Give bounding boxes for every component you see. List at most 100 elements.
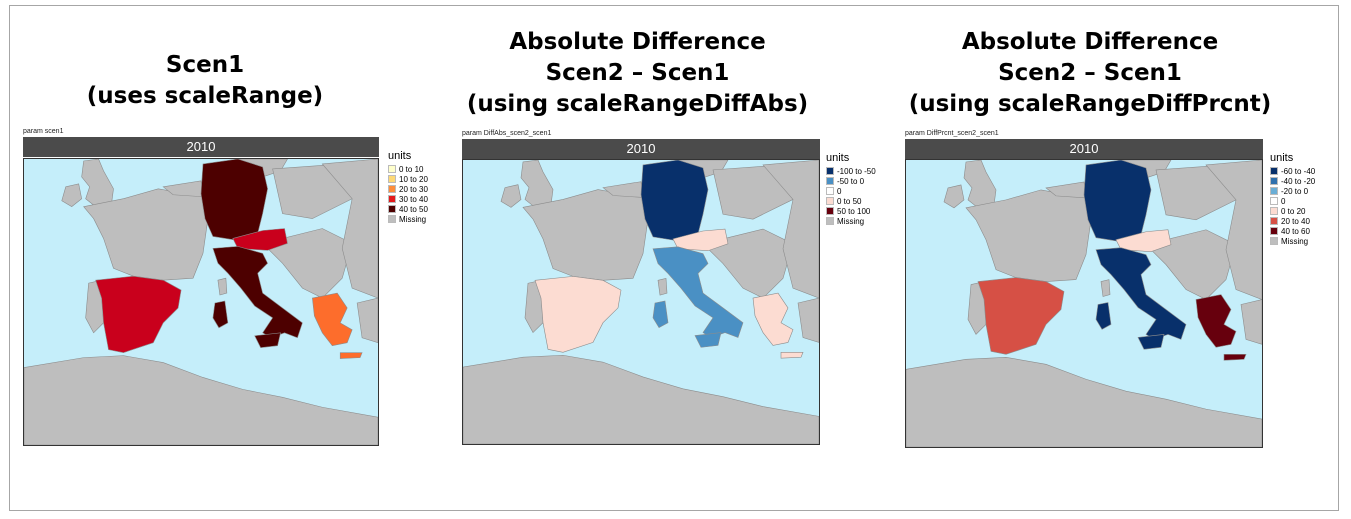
legend-title: units (1270, 152, 1294, 164)
region-germany (200, 159, 268, 241)
legend-swatch (1270, 177, 1278, 185)
region-crete (1223, 354, 1247, 361)
title-line: Scen2 – Scen1 (545, 60, 730, 86)
region-africa (24, 355, 378, 445)
legend-title: units (826, 152, 850, 164)
region-uk (520, 160, 554, 208)
region-turkey (356, 297, 378, 344)
legend-swatch (826, 207, 834, 215)
legend-label: -40 to -20 (1281, 176, 1316, 186)
legend-swatch (388, 195, 396, 203)
region-sardinia (652, 300, 669, 329)
param-label-diffprcnt: param DiffPrcnt_scen2_scen1 (905, 130, 999, 137)
param-label-scen1: param scen1 (23, 128, 64, 135)
region-sardinia (212, 300, 229, 329)
legend-item: -100 to -50 (826, 166, 876, 176)
legend-swatch (388, 185, 396, 193)
legend-swatch (1270, 237, 1278, 245)
year-strip-diffabs: 2010 (462, 139, 820, 159)
region-sicily (694, 332, 722, 348)
legend-label: 50 to 100 (837, 206, 871, 216)
map-svg (906, 160, 1262, 447)
region-france (83, 188, 209, 281)
region-turkey (797, 297, 819, 343)
legend-label: 0 (1281, 196, 1286, 206)
legend-label: Missing (1281, 236, 1309, 246)
legend-label: 40 to 50 (399, 204, 428, 214)
panel-title-diffabs: Absolute Difference Scen2 – Scen1 (using s… (460, 27, 815, 120)
legend-label: -100 to -50 (837, 166, 876, 176)
region-east (1205, 160, 1262, 300)
legend-label: -50 to 0 (837, 176, 865, 186)
title-line: (using scaleRangeDiffAbs) (466, 91, 809, 117)
region-germany (1083, 160, 1152, 243)
region-spain (95, 275, 182, 353)
legend-item: 10 to 20 (388, 174, 428, 184)
legend-label: 0 (837, 186, 842, 196)
region-corsica (217, 277, 228, 296)
legend-item: 0 to 20 (1270, 206, 1315, 216)
legend-swatch (1270, 207, 1278, 215)
legend-swatch (826, 217, 834, 225)
legend-swatch (1270, 187, 1278, 195)
legend-item: 50 to 100 (826, 206, 876, 216)
legend-label: 0 to 20 (1281, 206, 1306, 216)
region-france (522, 189, 649, 281)
legend-label: 20 to 30 (399, 184, 428, 194)
region-corsica (657, 277, 668, 296)
year-strip-scen1: 2010 (23, 137, 379, 157)
legend-swatch (826, 167, 834, 175)
legend-item: 40 to 50 (388, 204, 428, 214)
title-line: Scen2 – Scen1 (998, 60, 1182, 86)
legend-swatch (1270, 217, 1278, 225)
legend-swatch (826, 187, 834, 195)
legend-item: 40 to 60 (1270, 226, 1315, 236)
legend-item: -40 to -20 (1270, 176, 1315, 186)
legend-label: 20 to 40 (1281, 216, 1310, 226)
region-uk (81, 159, 114, 207)
region-africa (906, 357, 1262, 447)
title-line: Absolute Difference (961, 29, 1219, 55)
map-diffprcnt (905, 159, 1263, 448)
year-strip-diffprcnt: 2010 (905, 139, 1263, 159)
legend-title: units (388, 150, 412, 162)
legend-label: -20 to 0 (1281, 186, 1309, 196)
legend-label: 40 to 60 (1281, 226, 1310, 236)
legend-swatch (826, 177, 834, 185)
region-ireland (943, 184, 965, 209)
panel-title-diffprcnt: Absolute Difference Scen2 – Scen1 (using s… (905, 27, 1275, 120)
legend-swatch (388, 175, 396, 183)
legend-item: 20 to 30 (388, 184, 428, 194)
region-ireland (500, 184, 522, 208)
panel-title-scen1: Scen1 (uses scaleRange) (60, 50, 350, 112)
region-italy (652, 246, 744, 338)
figure-frame (9, 5, 1339, 511)
region-balkans (702, 228, 794, 299)
region-ireland (61, 183, 83, 208)
map-diffabs (462, 159, 820, 445)
legend-label: Missing (837, 216, 865, 226)
title-line: Scen1 (165, 52, 245, 78)
region-sicily (254, 332, 281, 349)
region-africa (463, 354, 819, 444)
legend-item: 20 to 40 (1270, 216, 1315, 226)
region-sicily (1137, 334, 1165, 350)
legend-item: Missing (388, 214, 428, 224)
legend-item: 0 (826, 186, 876, 196)
legend-swatch (1270, 197, 1278, 205)
legend-label: 0 to 50 (837, 196, 862, 206)
legend-item: Missing (1270, 236, 1315, 246)
map-scen1 (23, 158, 379, 446)
legend-item: 0 to 10 (388, 164, 428, 174)
legend-item: 0 to 50 (826, 196, 876, 206)
region-greece (312, 292, 353, 347)
legend-scen1: units 0 to 10 10 to 20 20 to 30 30 to 40 40 t… (388, 150, 428, 224)
legend-label: 0 to 10 (399, 164, 424, 174)
legend-label: -60 to -40 (1281, 166, 1316, 176)
region-east (321, 159, 378, 299)
region-greece (752, 292, 794, 346)
legend-label: Missing (399, 214, 427, 224)
region-balkans (1145, 229, 1237, 300)
